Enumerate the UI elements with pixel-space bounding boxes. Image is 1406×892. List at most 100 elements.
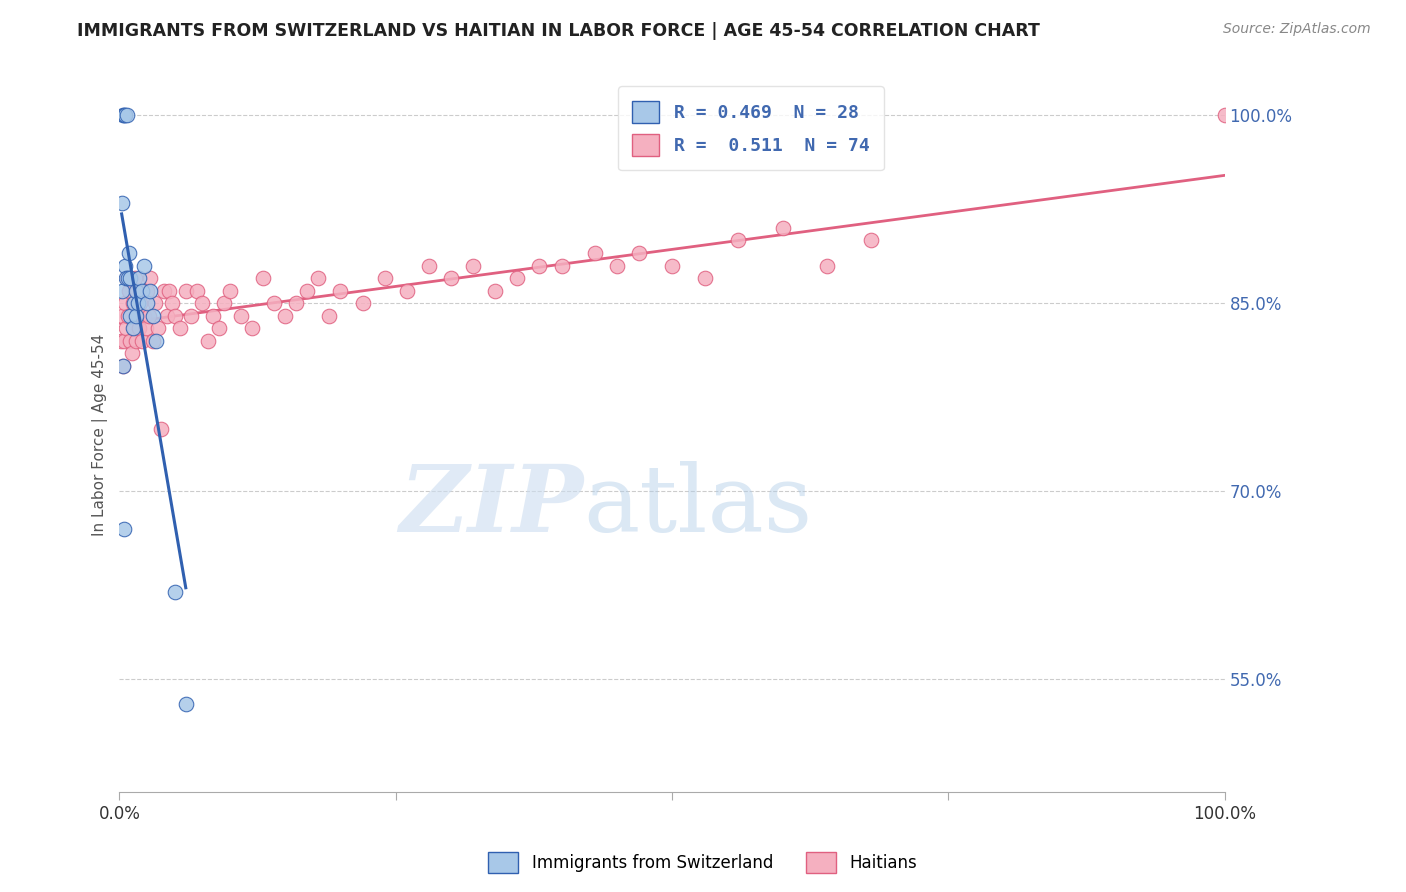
Text: IMMIGRANTS FROM SWITZERLAND VS HAITIAN IN LABOR FORCE | AGE 45-54 CORRELATION CH: IMMIGRANTS FROM SWITZERLAND VS HAITIAN I…: [77, 22, 1040, 40]
Point: [114, 259, 136, 273]
Point: [111, 359, 134, 373]
Point: [127, 309, 149, 323]
Point: [143, 296, 166, 310]
Point: [139, 284, 162, 298]
Point: [174, 284, 197, 298]
Point: [118, 246, 141, 260]
Point: [135, 321, 157, 335]
Point: [418, 259, 440, 273]
Point: [145, 334, 167, 348]
Legend: R = 0.469  N = 28, R =  0.511  N = 74: R = 0.469 N = 28, R = 0.511 N = 74: [619, 87, 884, 170]
Point: [121, 346, 143, 360]
Point: [120, 334, 142, 348]
Text: Source: ZipAtlas.com: Source: ZipAtlas.com: [1223, 22, 1371, 37]
Point: [374, 271, 396, 285]
Point: [121, 296, 143, 310]
Text: ZIP: ZIP: [399, 461, 583, 551]
Point: [583, 246, 606, 260]
Point: [117, 309, 139, 323]
Point: [131, 284, 153, 298]
Point: [146, 321, 169, 335]
Point: [191, 296, 214, 310]
Point: [127, 296, 149, 310]
Point: [395, 284, 418, 298]
Point: [111, 359, 134, 373]
Point: [285, 296, 308, 310]
Point: [484, 284, 506, 298]
Point: [229, 309, 252, 323]
Point: [132, 259, 155, 273]
Point: [112, 522, 135, 536]
Point: [128, 321, 150, 335]
Text: atlas: atlas: [583, 461, 813, 551]
Point: [1213, 108, 1236, 122]
Point: [111, 284, 134, 298]
Point: [136, 284, 159, 298]
Point: [120, 309, 142, 323]
Point: [197, 334, 219, 348]
Point: [606, 259, 628, 273]
Point: [115, 271, 138, 285]
Point: [162, 296, 184, 310]
Point: [240, 321, 263, 335]
Point: [157, 284, 180, 298]
Point: [114, 108, 136, 122]
Point: [815, 259, 838, 273]
Point: [118, 284, 141, 298]
Point: [463, 259, 485, 273]
Point: [506, 271, 529, 285]
Point: [121, 321, 143, 335]
Point: [125, 334, 148, 348]
Point: [661, 259, 683, 273]
Point: [142, 334, 165, 348]
Point: [860, 234, 883, 248]
Point: [550, 259, 572, 273]
Y-axis label: In Labor Force | Age 45-54: In Labor Force | Age 45-54: [93, 334, 108, 536]
Point: [122, 321, 145, 335]
Point: [318, 309, 340, 323]
Point: [180, 309, 202, 323]
Point: [274, 309, 297, 323]
Point: [111, 309, 134, 323]
Point: [695, 271, 717, 285]
Point: [169, 321, 191, 335]
Point: [202, 309, 225, 323]
Point: [156, 309, 179, 323]
Point: [115, 271, 138, 285]
Point: [125, 284, 148, 298]
Point: [122, 296, 145, 310]
Point: [214, 296, 236, 310]
Point: [110, 334, 132, 348]
Point: [174, 698, 197, 712]
Point: [208, 321, 231, 335]
Point: [114, 296, 136, 310]
Point: [115, 321, 138, 335]
Point: [124, 271, 146, 285]
Point: [112, 108, 135, 122]
Point: [329, 284, 352, 298]
Point: [163, 584, 186, 599]
Point: [142, 309, 165, 323]
Point: [529, 259, 551, 273]
Point: [120, 271, 142, 285]
Point: [352, 296, 374, 310]
Point: [139, 271, 162, 285]
Point: [125, 309, 148, 323]
Point: [152, 284, 174, 298]
Point: [127, 284, 149, 298]
Point: [131, 334, 153, 348]
Point: [297, 284, 319, 298]
Point: [150, 421, 173, 435]
Point: [111, 195, 134, 210]
Point: [219, 284, 242, 298]
Point: [440, 271, 463, 285]
Legend: Immigrants from Switzerland, Haitians: Immigrants from Switzerland, Haitians: [482, 846, 924, 880]
Point: [128, 271, 150, 285]
Point: [136, 296, 159, 310]
Point: [132, 309, 155, 323]
Point: [138, 309, 160, 323]
Point: [115, 108, 138, 122]
Point: [263, 296, 285, 310]
Point: [627, 246, 650, 260]
Point: [772, 221, 794, 235]
